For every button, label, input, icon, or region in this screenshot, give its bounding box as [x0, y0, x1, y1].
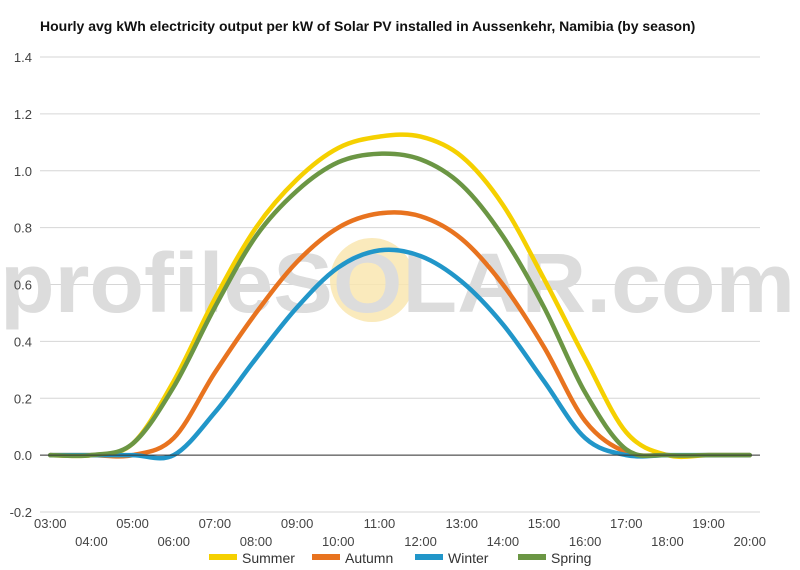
- x-tick-label: 09:00: [281, 516, 314, 531]
- y-tick-label: 0.8: [14, 221, 32, 236]
- x-axis-ticks: 03:00 04:00 05:00 06:00 07:00 08:00 09:00 10:00…: [34, 516, 766, 549]
- legend-swatch: [518, 554, 546, 560]
- series-line-summer: [48, 132, 752, 460]
- x-tick-label: 18:00: [651, 534, 684, 549]
- legend-item-summer[interactable]: Summer: [209, 550, 295, 566]
- x-tick-label: 07:00: [199, 516, 232, 531]
- y-tick-label: -0.2: [10, 505, 32, 520]
- x-tick-label: 20:00: [733, 534, 766, 549]
- y-tick-label: 1.4: [14, 50, 32, 65]
- x-tick-label: 04:00: [75, 534, 108, 549]
- x-tick-label: 12:00: [404, 534, 437, 549]
- y-axis-ticks: -0.2 0.0 0.2 0.4 0.6 0.8 1.0 1.2 1.4: [10, 50, 32, 520]
- legend-item-winter[interactable]: Winter: [415, 550, 489, 566]
- series-line-autumn: [48, 210, 752, 459]
- legend-item-spring[interactable]: Spring: [518, 550, 591, 566]
- y-tick-label: 0.0: [14, 448, 32, 463]
- y-tick-label: 0.6: [14, 278, 32, 293]
- x-tick-label: 05:00: [116, 516, 149, 531]
- x-tick-label: 06:00: [157, 534, 190, 549]
- x-tick-label: 17:00: [610, 516, 643, 531]
- legend-swatch: [312, 554, 340, 560]
- legend: Summer Autumn Winter Spring: [209, 550, 591, 566]
- chart-title: Hourly avg kWh electricity output per kW…: [40, 18, 696, 34]
- x-tick-label: 08:00: [240, 534, 273, 549]
- y-tick-label: 1.2: [14, 107, 32, 122]
- y-tick-label: 0.4: [14, 334, 32, 349]
- legend-label: Autumn: [345, 550, 393, 566]
- x-tick-label: 14:00: [487, 534, 520, 549]
- legend-label: Spring: [551, 550, 591, 566]
- x-tick-label: 11:00: [364, 516, 396, 531]
- series-line-spring: [48, 151, 752, 459]
- x-tick-label: 03:00: [34, 516, 67, 531]
- legend-item-autumn[interactable]: Autumn: [312, 550, 393, 566]
- x-tick-label: 19:00: [692, 516, 725, 531]
- x-tick-label: 15:00: [528, 516, 561, 531]
- x-tick-label: 16:00: [569, 534, 602, 549]
- y-tick-label: 1.0: [14, 164, 32, 179]
- legend-swatch: [209, 554, 237, 560]
- y-tick-label: 0.2: [14, 391, 32, 406]
- legend-label: Summer: [242, 550, 295, 566]
- legend-swatch: [415, 554, 443, 560]
- x-tick-label: 13:00: [445, 516, 478, 531]
- x-tick-label: 10:00: [322, 534, 355, 549]
- legend-label: Winter: [448, 550, 489, 566]
